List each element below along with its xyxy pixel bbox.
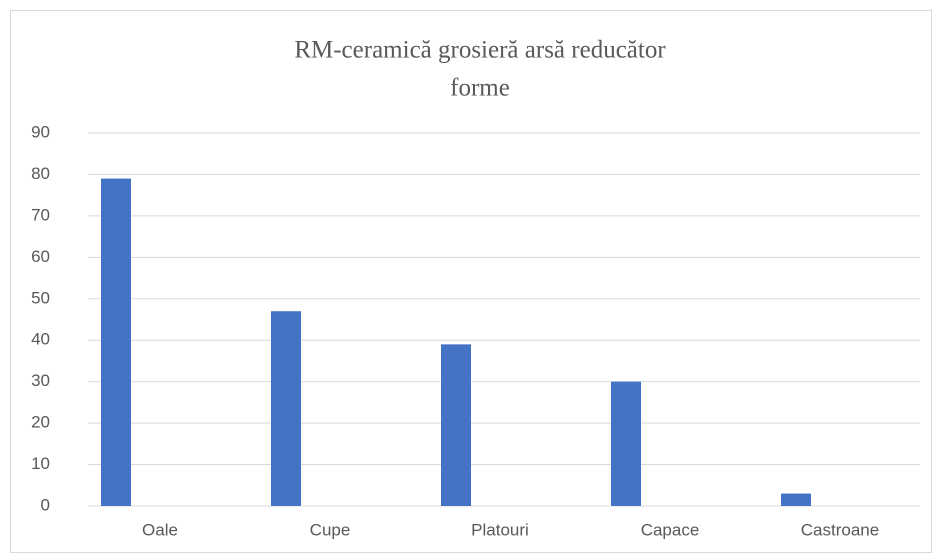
- x-tick-label: Oale: [142, 520, 178, 539]
- x-tick-label: Platouri: [471, 520, 529, 539]
- chart-title: forme: [450, 75, 510, 102]
- y-tick-label: 30: [31, 371, 50, 390]
- y-tick-label: 40: [31, 330, 50, 349]
- x-tick-label: Castroane: [801, 520, 879, 539]
- y-tick-label: 90: [31, 122, 50, 141]
- bar: [101, 178, 131, 507]
- y-tick-label: 70: [31, 205, 50, 224]
- bar: [781, 493, 811, 506]
- y-tick-label: 10: [31, 454, 50, 473]
- bar: [441, 344, 471, 506]
- x-tick-label: Capace: [641, 520, 700, 539]
- y-tick-label: 60: [31, 247, 50, 266]
- y-tick-label: 50: [31, 288, 50, 307]
- y-tick-label: 20: [31, 413, 50, 432]
- y-tick-label: 80: [31, 164, 50, 183]
- bar: [611, 381, 641, 506]
- chart-title: RM-ceramică grosieră arsă reducător: [294, 37, 666, 64]
- bar: [271, 311, 301, 506]
- x-tick-label: Cupe: [310, 520, 351, 539]
- y-tick-label: 0: [41, 495, 50, 514]
